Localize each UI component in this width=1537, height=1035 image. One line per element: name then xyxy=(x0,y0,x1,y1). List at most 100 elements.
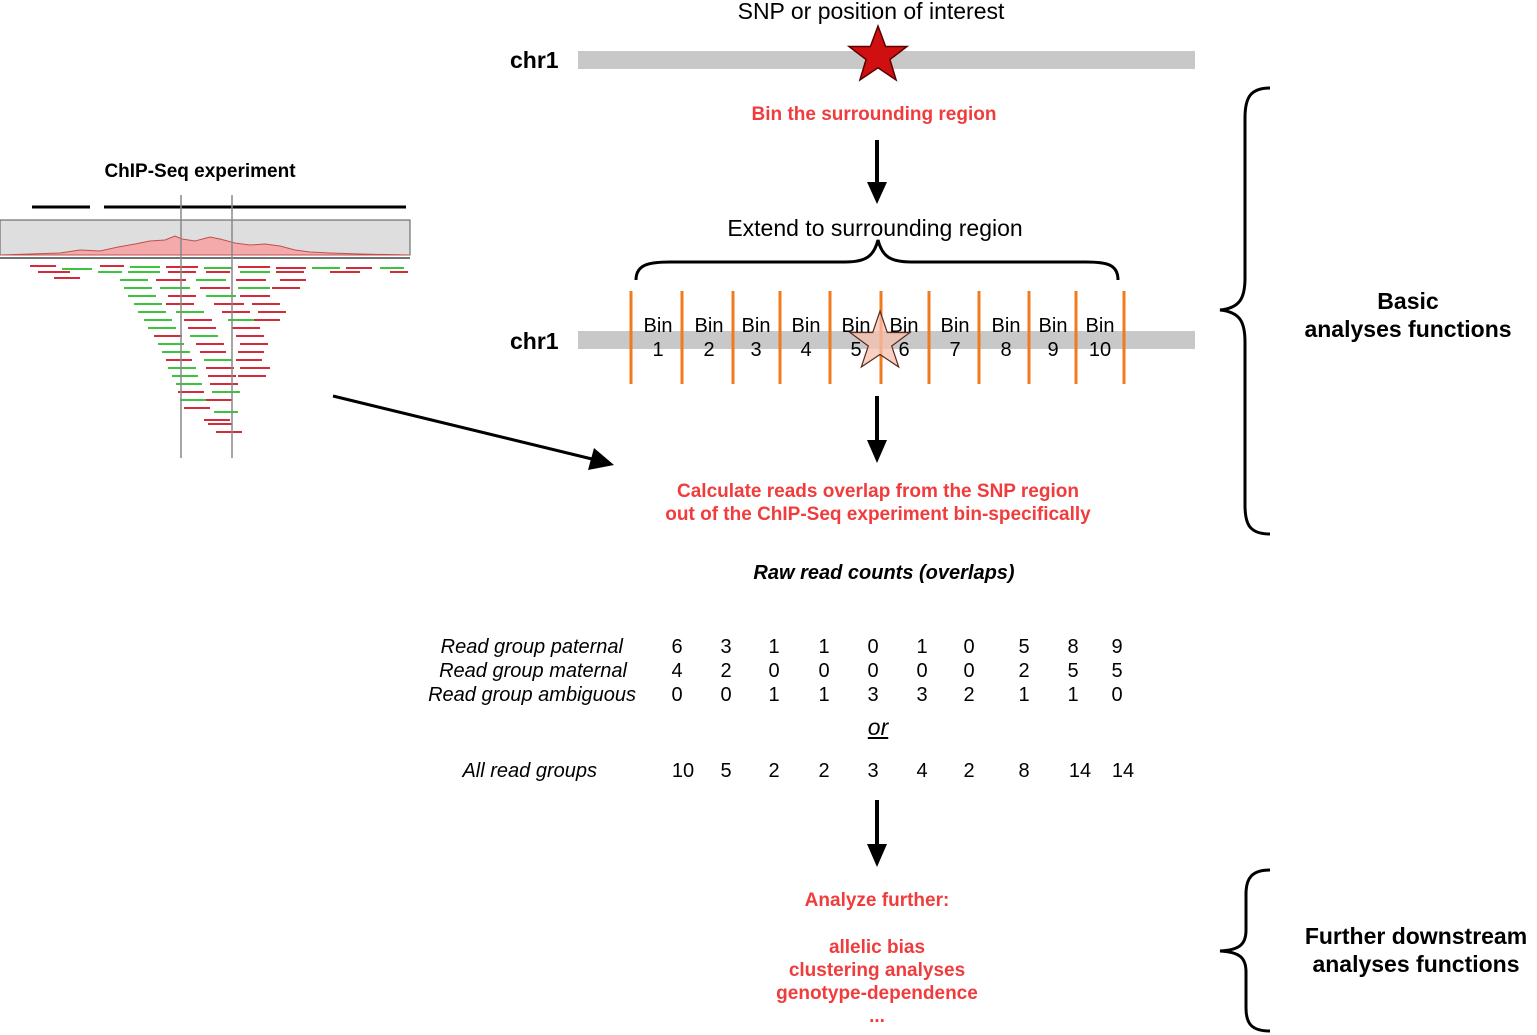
count-cell: 8 xyxy=(1067,636,1079,658)
bin-label-5: Bin 5 xyxy=(841,315,871,361)
count-cell: 6 xyxy=(671,636,683,658)
further-item: allelic bias xyxy=(828,937,926,958)
read-segment xyxy=(214,411,238,413)
count-cell: 2 xyxy=(720,660,732,682)
read-segment xyxy=(100,265,124,267)
all-count-cell: 10 xyxy=(671,760,695,782)
chipseq-track xyxy=(0,195,411,458)
read-segment xyxy=(148,327,176,329)
calc-line-2: out of the ChIP-Seq experiment bin-speci… xyxy=(665,504,1091,525)
count-cell: 0 xyxy=(768,660,780,682)
read-segment xyxy=(128,295,156,297)
all-count-cell: 14 xyxy=(1068,760,1092,782)
count-cell: 1 xyxy=(818,684,830,706)
read-segment xyxy=(206,295,236,297)
read-segment xyxy=(166,303,194,305)
bin-boundary-10 xyxy=(1122,291,1126,384)
read-segment xyxy=(206,271,230,273)
bin-boundary-2 xyxy=(731,291,735,384)
read-segment xyxy=(240,343,268,345)
read-segment xyxy=(280,279,306,281)
read-segment xyxy=(196,343,224,345)
read-segment xyxy=(172,375,198,377)
extend-label: Extend to surrounding region xyxy=(727,215,1023,241)
read-segment xyxy=(62,268,92,270)
read-segment xyxy=(276,267,306,269)
bin-label-7: Bin 7 xyxy=(940,315,970,361)
read-segment xyxy=(162,351,190,353)
count-cell: 1 xyxy=(818,636,830,658)
bin-boundary-9 xyxy=(1074,291,1078,384)
read-segment xyxy=(204,419,230,421)
read-segment xyxy=(240,295,270,297)
snp-label: SNP or position of interest xyxy=(737,0,1005,24)
read-segment xyxy=(160,287,190,289)
read-segment xyxy=(214,303,244,305)
read-segment xyxy=(208,423,232,425)
read-pileup xyxy=(30,265,408,433)
read-segment xyxy=(158,343,184,345)
read-segment xyxy=(222,311,250,313)
count-cell: 9 xyxy=(1111,636,1123,658)
read-segment xyxy=(130,266,160,268)
brace-downstream xyxy=(1219,868,1271,1033)
read-segment xyxy=(208,375,236,377)
further-item: genotype-dependence xyxy=(776,983,978,1004)
bin-boundary-4 xyxy=(828,291,832,384)
bin-boundary-0 xyxy=(629,291,633,384)
count-cell: 0 xyxy=(720,684,732,706)
read-segment xyxy=(346,267,372,269)
read-segment xyxy=(120,279,148,281)
count-cell: 5 xyxy=(1111,660,1123,682)
read-segment xyxy=(204,359,232,361)
chrom-label-bins: chr1 xyxy=(510,328,559,354)
read-segment xyxy=(134,303,162,305)
brace-downstream-label: Further downstream analyses functions xyxy=(1304,923,1528,977)
read-segment xyxy=(200,351,226,353)
read-segment xyxy=(180,399,206,401)
read-segment xyxy=(184,407,210,409)
count-cell: 5 xyxy=(1018,636,1030,658)
count-cell: 2 xyxy=(1018,660,1030,682)
read-segment xyxy=(216,431,242,433)
all-count-cell: 4 xyxy=(916,760,928,782)
read-segment xyxy=(138,311,166,313)
read-segment xyxy=(238,266,270,268)
read-segment xyxy=(166,359,192,361)
read-segment xyxy=(228,319,256,321)
bin-boundary-6 xyxy=(927,291,931,384)
count-cell: 0 xyxy=(867,660,879,682)
count-row-label: Read group ambiguous xyxy=(428,684,636,706)
read-segment xyxy=(272,287,300,289)
read-segment xyxy=(124,287,152,289)
bin-label-9: Bin 9 xyxy=(1038,315,1068,361)
count-cell: 5 xyxy=(1067,660,1079,682)
read-segment xyxy=(178,391,204,393)
bin-label-1: Bin 1 xyxy=(643,315,673,361)
count-cell: 1 xyxy=(1067,684,1079,706)
read-segment xyxy=(212,391,240,393)
read-segment xyxy=(200,287,230,289)
arrow-down-3 xyxy=(867,800,887,867)
read-segment xyxy=(168,367,196,369)
read-segment xyxy=(206,399,232,401)
read-segment xyxy=(276,271,304,273)
bin-boundary-8 xyxy=(1027,291,1031,384)
read-segment xyxy=(312,267,340,269)
bin-label-6: Bin 6 xyxy=(889,315,919,361)
read-segment xyxy=(98,271,122,273)
count-cell: 1 xyxy=(768,684,780,706)
read-segment xyxy=(240,271,270,273)
count-cell: 0 xyxy=(1111,684,1123,706)
read-segment xyxy=(236,359,262,361)
count-cell: 1 xyxy=(1018,684,1030,706)
read-segment xyxy=(168,271,196,273)
all-count-cell: 3 xyxy=(867,760,879,782)
read-segment xyxy=(38,271,70,273)
read-segment xyxy=(258,311,286,313)
read-segment xyxy=(238,351,264,353)
count-row-label: Read group maternal xyxy=(439,660,627,682)
read-segment xyxy=(188,327,216,329)
bin-boundary-3 xyxy=(778,291,782,384)
